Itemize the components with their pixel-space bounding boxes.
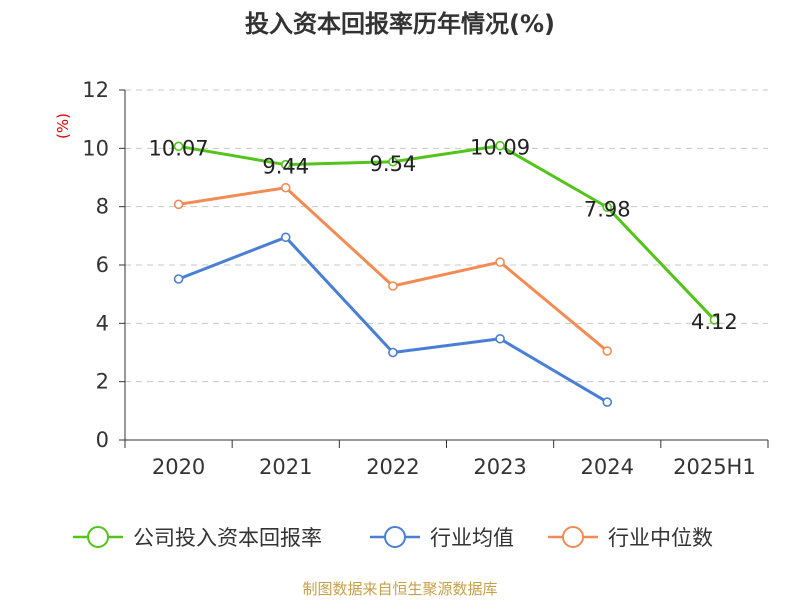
grid-lines [125,89,768,383]
data-label: 7.98 [584,197,631,221]
data-point [173,274,184,284]
x-tick-label: 2020 [152,455,205,479]
x-tick-label: 2025H1 [673,455,756,479]
data-point [388,347,398,358]
series-line [178,186,609,353]
data-labels: 10.07 9.44 9.54 10.09 7.98 4.12 [149,136,738,334]
x-tick-label: 2022 [366,455,419,479]
x-tick-label: 2021 [259,455,312,479]
y-tick-label: 2 [96,370,109,394]
data-point [709,315,720,325]
series-line [178,235,609,404]
data-label: 10.09 [470,136,530,160]
chart-title: 投入资本回报率历年情况(%) [245,10,555,38]
data-point [173,141,184,152]
data-point [602,397,613,407]
y-tick-label: 8 [96,195,109,219]
y-tick-label: 6 [96,253,109,277]
y-tick-label: 0 [96,428,109,452]
data-point [280,232,291,243]
y-tick-label: 4 [96,311,109,335]
legend-marker [87,526,109,548]
x-tick-label: 2024 [581,455,634,479]
y-axis-label: (%) [54,113,72,139]
y-tick-label: 10 [82,136,109,160]
data-point [602,346,613,356]
data-label: 9.44 [262,155,309,179]
legend-marker [562,526,584,548]
y-tick-label: 12 [82,78,109,102]
legend-marker [384,526,406,548]
data-point [280,159,291,170]
data-point [280,182,291,193]
data-point [388,156,398,167]
series-line [178,144,716,321]
data-point [388,281,398,291]
data-point [173,199,184,210]
data-label: 9.54 [370,152,417,176]
legend-label: 行业中位数 [608,526,713,550]
legend: 公司投入资本回报率 行业均值 行业中位数 [73,526,713,550]
data-label: 10.07 [149,136,209,160]
data-point [495,140,505,151]
legend-label: 行业均值 [430,526,514,550]
x-tick-label: 2023 [473,455,526,479]
source-note: 制图数据来自恒生聚源数据库 [302,580,498,598]
legend-label: 公司投入资本回报率 [133,526,322,550]
series-lines [173,140,720,407]
data-label: 4.12 [691,310,738,334]
axes: 0 2 4 6 8 10 12 2020 2021 2022 2023 2024 2025H1 (%) [54,78,769,479]
data-point [602,202,613,213]
data-point [495,333,505,344]
data-point [495,257,505,267]
